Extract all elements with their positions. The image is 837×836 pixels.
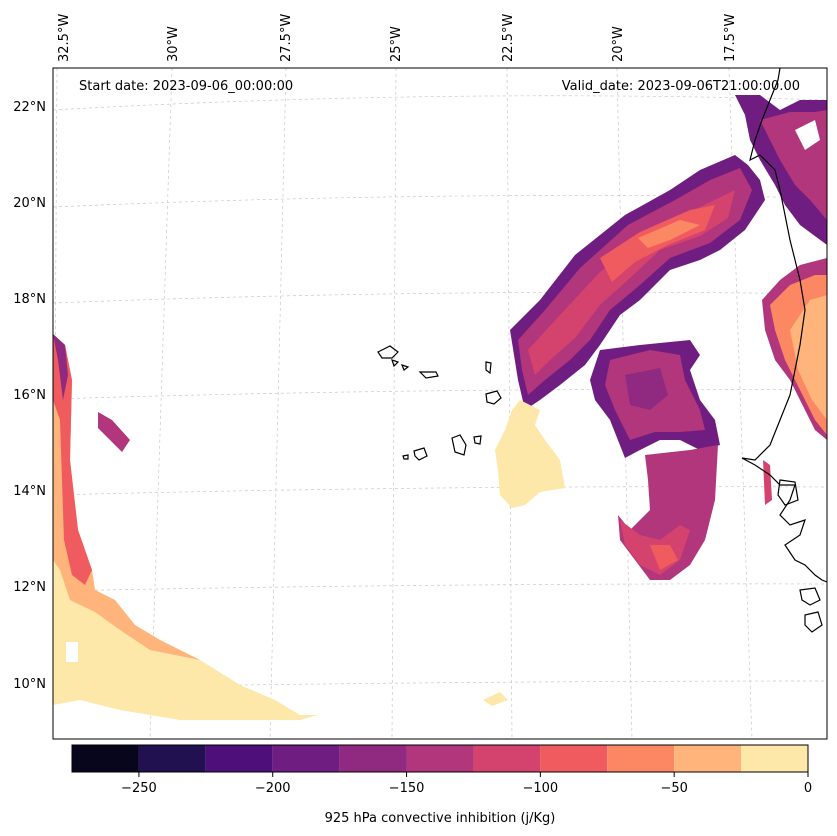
colorbar-tick-label: −150 [389,781,425,796]
cin-contour-fill [53,95,827,720]
map-frame [52,67,828,740]
lat-label: 18°N [13,292,46,307]
colorbar-border [71,744,809,773]
colorbar [71,744,809,773]
colorbar-tick-label: −200 [255,781,291,796]
colorbar-swatch [72,745,139,772]
colorbar-tick-label: 0 [804,781,812,796]
lat-label: 20°N [13,196,46,211]
colorbar-swatch [540,745,608,772]
lon-label: 17.5°W [723,14,738,62]
coastlines [377,67,828,633]
colorbar-swatch [138,745,206,772]
lon-label: 22.5°W [501,14,516,62]
colorbar-swatch [205,745,273,772]
colorbar-tick-label: −100 [523,781,559,796]
valid-date-label: Valid_date: 2023-09-06T21:00:00.00 [562,79,800,94]
lat-label: 12°N [13,580,46,595]
colorbar-tick-label: −250 [121,781,157,796]
lon-label: 32.5°W [57,14,72,62]
colorbar-swatch [406,745,474,772]
latitude-labels: 22°N 20°N 18°N 16°N 14°N 12°N 10°N [13,100,46,692]
start-date-label: Start date: 2023-09-06_00:00:00 [79,79,293,94]
lon-label: 27.5°W [279,14,294,62]
lat-label: 14°N [13,484,46,499]
colorbar-ticks: −250 −200 −150 −100 −50 0 [121,772,812,796]
colorbar-swatch [741,745,808,772]
colorbar-tick-label: −50 [660,781,687,796]
colorbar-swatch [674,745,742,772]
colorbar-label: 925 hPa convective inhibition (j/Kg) [325,811,556,826]
colorbar-swatch [473,745,541,772]
lon-label: 30°W [166,26,181,62]
lon-label: 20°W [611,26,626,62]
lat-label: 10°N [13,677,46,692]
colorbar-swatch [339,745,407,772]
lat-label: 16°N [13,388,46,403]
lat-label: 22°N [13,100,46,115]
lon-label: 25°W [389,26,404,62]
longitude-labels: 32.5°W 30°W 27.5°W 25°W 22.5°W 20°W 17.5… [57,14,738,62]
colorbar-swatch [272,745,340,772]
colorbar-swatch [607,745,675,772]
